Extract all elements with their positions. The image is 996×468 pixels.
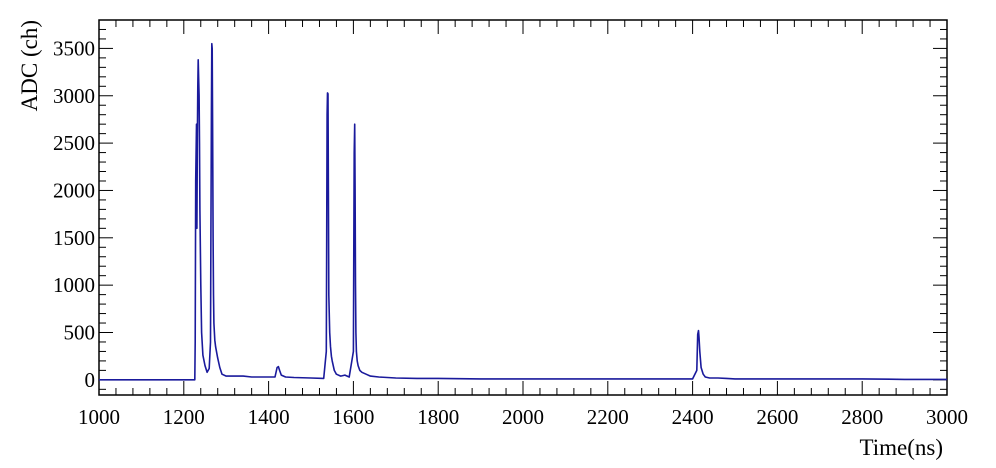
x-tick-label: 2800 [841, 405, 883, 429]
plot-frame [98, 19, 948, 396]
x-tick-label: 1400 [248, 405, 290, 429]
y-tick-labels: 0 500 1000 1500 2000 2500 3000 3500 [53, 36, 95, 391]
y-tick-label: 1000 [53, 273, 95, 297]
x-tick-label: 3000 [926, 405, 968, 429]
x-tick-labels: 1000 1200 1400 1600 1800 2000 2200 2400 2600 2800… [78, 405, 968, 429]
y-tick-label: 1500 [53, 226, 95, 250]
x-tick-label: 1200 [163, 405, 205, 429]
axis-ticks [98, 19, 948, 395]
x-tick-label: 2600 [756, 405, 798, 429]
x-tick-label: 2200 [587, 405, 629, 429]
waveform-series-line [99, 42, 947, 381]
y-tick-label: 500 [64, 321, 96, 345]
x-tick-label: 1000 [78, 405, 120, 429]
x-tick-label: 2400 [672, 405, 714, 429]
y-tick-label: 3000 [53, 84, 95, 108]
y-tick-label: 2500 [53, 131, 95, 155]
x-tick-label: 2000 [502, 405, 544, 429]
x-tick-label: 1600 [332, 405, 374, 429]
x-tick-label: 1800 [417, 405, 459, 429]
y-tick-label: 2000 [53, 178, 95, 202]
y-tick-label: 3500 [53, 36, 95, 60]
y-tick-label: 0 [85, 368, 96, 392]
y-axis-title: ADC (ch) [17, 20, 42, 111]
x-axis-title: Time(ns) [860, 435, 944, 460]
